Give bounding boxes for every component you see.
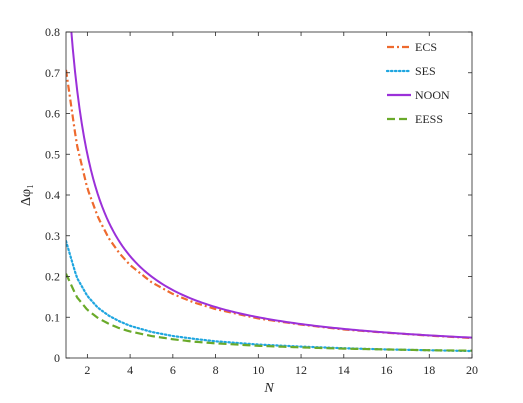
y-tick-label: 0.3 [45, 229, 60, 243]
series-line-eess [66, 273, 472, 352]
x-tick-label: 14 [338, 363, 350, 377]
series-line-noon [70, 32, 472, 339]
x-tick-label: 20 [466, 363, 478, 377]
x-tick-label: 18 [423, 363, 435, 377]
x-axis-ticks: 2 4 6 8 10 12 14 16 18 20 [84, 32, 478, 377]
y-tick-label: 0.5 [45, 147, 60, 161]
legend-label-eess: EESS [415, 112, 443, 126]
y-tick-label: 0 [54, 351, 60, 365]
x-tick-label: 2 [84, 363, 90, 377]
y-tick-label: 0.7 [45, 66, 60, 80]
legend: ECS SES NOON EESS [385, 40, 450, 126]
x-tick-label: 16 [381, 363, 393, 377]
legend-label-noon: NOON [415, 88, 450, 102]
series-line-ecs [66, 69, 472, 340]
legend-label-ses: SES [415, 64, 436, 78]
y-tick-label: 0.4 [45, 188, 60, 202]
y-axis-ticks: 0 0.1 0.2 0.3 0.4 0.5 0.6 0.7 0.8 [45, 25, 472, 365]
legend-label-ecs: ECS [415, 40, 437, 54]
x-tick-label: 12 [295, 363, 307, 377]
series-layer [66, 32, 472, 353]
x-tick-label: 10 [252, 363, 264, 377]
y-axis-label: Δφ₁ [19, 184, 34, 206]
x-tick-label: 8 [213, 363, 219, 377]
y-tick-label: 0.8 [45, 25, 60, 39]
y-tick-label: 0.2 [45, 270, 60, 284]
x-tick-label: 6 [170, 363, 176, 377]
x-tick-label: 4 [127, 363, 133, 377]
y-tick-label: 0.1 [45, 310, 60, 324]
y-tick-label: 0.6 [45, 107, 60, 121]
x-axis-label: N [263, 381, 274, 396]
plot-frame [65, 31, 473, 359]
